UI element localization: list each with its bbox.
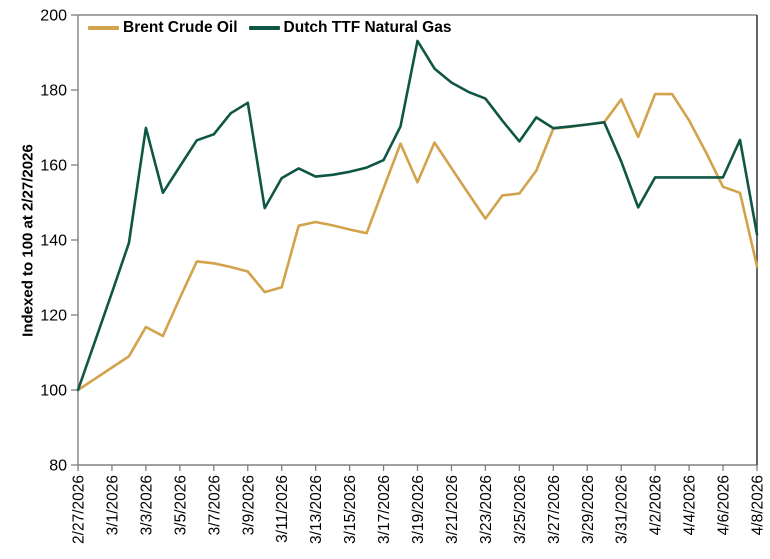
x-tick-label: 3/21/2026 [444, 475, 461, 544]
x-tick-label: 4/4/2026 [682, 475, 699, 535]
x-tick-label: 4/2/2026 [648, 475, 665, 535]
x-tick-label: 3/7/2026 [206, 475, 223, 535]
x-tick-label: 3/17/2026 [376, 475, 393, 544]
ttf-line-swatch [248, 26, 280, 30]
x-tick-label: 3/27/2026 [546, 475, 563, 544]
x-tick-label: 3/1/2026 [104, 475, 121, 535]
legend: Brent Crude Oil Dutch TTF Natural Gas [88, 19, 451, 37]
x-tick-label: 3/19/2026 [410, 475, 427, 544]
legend-label-ttf: Dutch TTF Natural Gas [283, 19, 452, 36]
y-tick-label: 120 [40, 308, 67, 325]
x-tick-label: 2/27/2026 [71, 475, 88, 544]
x-tick-label: 3/5/2026 [172, 475, 189, 535]
x-tick-label: 3/13/2026 [308, 475, 325, 544]
x-tick-label: 4/6/2026 [716, 475, 733, 535]
y-tick-label: 140 [40, 233, 67, 250]
x-tick-label: 3/29/2026 [580, 475, 597, 544]
y-tick-label: 100 [40, 383, 67, 400]
y-tick-label: 200 [40, 8, 67, 25]
y-tick-label: 80 [49, 458, 67, 475]
x-tick-label: 3/23/2026 [478, 475, 495, 544]
y-tick-label: 160 [40, 158, 67, 175]
series-line-brent-crude-oil [76, 92, 759, 392]
legend-item-brent: Brent Crude Oil [88, 19, 238, 37]
x-tick-label: 3/9/2026 [240, 475, 257, 535]
legend-label-brent: Brent Crude Oil [123, 19, 238, 36]
y-tick-label: 180 [40, 83, 67, 100]
x-tick-label: 3/25/2026 [512, 475, 529, 544]
x-tick-label: 3/11/2026 [274, 475, 291, 543]
brent-line-swatch [88, 26, 119, 30]
x-tick-label: 3/31/2026 [614, 475, 631, 544]
series-line-dutch-ttf-natural-gas [76, 39, 759, 392]
x-tick-label: 3/3/2026 [138, 475, 155, 535]
y-axis-title: Indexed to 100 at 2/27/2026 [19, 144, 37, 337]
x-tick-label: 4/8/2026 [750, 475, 767, 535]
legend-item-ttf: Dutch TTF Natural Gas [248, 19, 452, 37]
x-tick-label: 3/15/2026 [342, 475, 359, 544]
